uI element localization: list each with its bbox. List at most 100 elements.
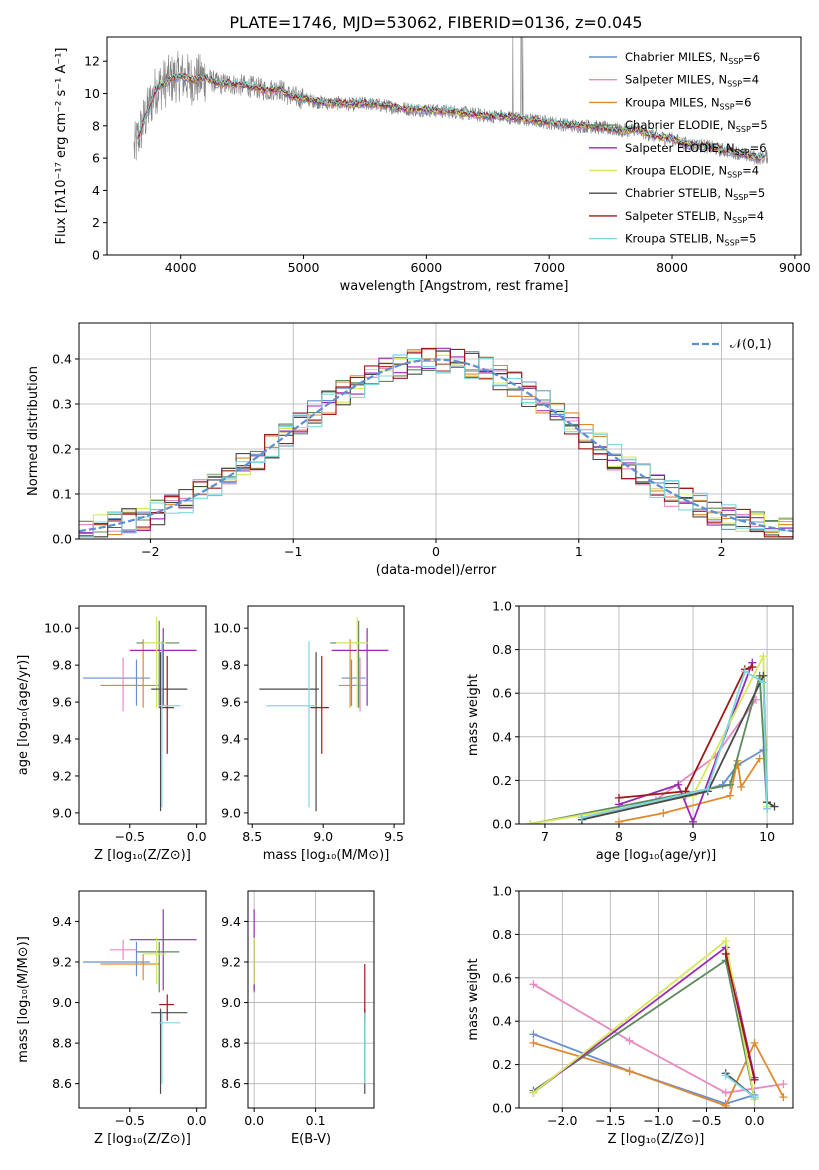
plus-marker [614, 817, 623, 824]
y-tick-label: 9.0 [52, 995, 72, 1010]
plus-marker [750, 1075, 759, 1084]
plus-marker [770, 802, 779, 811]
x-tick-label: −0.5 [115, 1113, 145, 1128]
y-tick-label: 9.2 [221, 768, 241, 783]
y-tick-label: 0.3 [52, 397, 72, 412]
y-tick-label: 0.4 [492, 1014, 512, 1029]
x-axis-label: mass [log₁₀(M/M⊙)] [263, 848, 390, 863]
residual-histogram [79, 347, 793, 538]
x-axis-label: (data-model)/error [376, 563, 497, 578]
plus-marker [529, 1038, 538, 1047]
y-tick-label: 6 [92, 151, 100, 166]
plus-marker [689, 817, 698, 824]
plus-marker [674, 780, 683, 789]
x-axis-label: Z [log₁₀(Z/Z⊙)] [94, 1132, 191, 1147]
x-axis-label: wavelength [Angstrom, rest frame] [340, 279, 569, 294]
x-tick-label: 8000 [656, 260, 688, 275]
x-tick-label: 1 [575, 544, 583, 559]
mass-weight-line [618, 758, 761, 823]
legend-entry: Kroupa MILES, NSSP=6 [625, 95, 751, 111]
errorbar-point [136, 941, 180, 993]
plot-area [253, 909, 366, 1094]
x-tick-label: −1.5 [595, 1113, 625, 1128]
x-tick-label: −0.5 [115, 829, 145, 844]
y-axis-label: Flux [fλ10⁻¹⁷ erg cm⁻² s⁻¹ A⁻¹] [54, 48, 69, 245]
y-tick-label: 10.0 [44, 621, 72, 636]
errorbar-point [331, 628, 389, 706]
axes-frame [247, 605, 405, 825]
legend-entry: Kroupa STELIB, NSSP=5 [625, 232, 756, 248]
plus-marker [779, 1080, 788, 1089]
errorbar-point [109, 939, 137, 960]
y-tick-label: 9.6 [52, 695, 72, 710]
mass-weight-line [529, 675, 768, 824]
plot-area [79, 347, 793, 538]
plot-area [83, 617, 197, 812]
y-tick-label: 9.2 [52, 954, 72, 969]
errorbar-point [129, 909, 197, 991]
plus-marker [625, 1067, 634, 1076]
y-tick-label: 0.6 [492, 686, 512, 701]
plus-marker [721, 949, 730, 958]
errorbar-point [83, 659, 150, 706]
y-tick-label: 1.0 [492, 599, 512, 614]
x-axis-label: Z [log₁₀(Z/Z⊙)] [608, 1132, 705, 1147]
spectrum-title: PLATE=1746, MJD=53062, FIBERID=0136, z=0… [229, 13, 642, 32]
plus-marker [779, 1093, 788, 1102]
y-axis-label: Normed distribution [26, 366, 41, 496]
mass-weight-line [532, 958, 756, 1100]
x-tick-label: 0.0 [745, 1113, 765, 1128]
axes-frame [518, 890, 794, 1109]
errorbar-point [159, 641, 181, 808]
y-tick-label: 9.0 [221, 805, 241, 820]
y-tick-label: 0.2 [492, 773, 512, 788]
legend-entry: 𝒩(0,1) [730, 336, 772, 351]
plot-area [83, 909, 197, 1094]
legend-entry: Salpeter STELIB, NSSP=4 [625, 209, 764, 225]
axes-frame [78, 605, 207, 825]
errorbar-point [143, 937, 166, 985]
x-tick-label: 5000 [288, 260, 320, 275]
y-tick-label: 9.8 [221, 658, 241, 673]
plus-marker [659, 809, 668, 818]
plus-marker [721, 936, 730, 945]
mass-weight-line [618, 666, 753, 799]
age-vs-metallicity-panel: −0.5 0.0 9.0 9.2 9.4 9.6 9.8 10.0 Z [log₁₀(Z/Z⊙)… [16, 605, 207, 863]
plus-marker [718, 780, 727, 789]
y-tick-label: 9.0 [52, 805, 72, 820]
model-spectrum-line [137, 71, 765, 160]
x-tick-label: 0.1 [306, 1113, 326, 1128]
plot-area [259, 617, 389, 812]
mass-weight-vs-metallicity-panel: −2.0 −1.5 −1.0 −0.5 0.0 0.0 0.2 0.4 0.6 0.8 1.0 Z [… [466, 884, 794, 1147]
plus-marker [529, 1030, 538, 1039]
spectrum-panel: 4000 5000 6000 7000 8000 9000 0 2 4 6 8 10 12 wavelen… [54, 36, 811, 294]
x-tick-label: 8 [615, 829, 623, 844]
mass-weight-line [532, 945, 756, 1094]
errorbar-point [129, 628, 197, 706]
x-tick-label: 9.5 [384, 829, 404, 844]
grid-lines [248, 891, 374, 1108]
axes-frame [106, 36, 802, 256]
axes-frame [78, 890, 207, 1109]
legend-entry: Chabrier MILES, NSSP=6 [625, 50, 760, 66]
y-tick-label: 12 [84, 54, 100, 69]
errorbar-point [352, 657, 368, 712]
plus-marker [529, 980, 538, 989]
plus-marker [750, 1093, 759, 1102]
y-tick-label: 0.4 [492, 729, 512, 744]
y-tick-label: 10 [84, 86, 100, 101]
x-tick-label: 8.5 [242, 829, 262, 844]
plot-area [133, 37, 769, 165]
residual-histogram [79, 354, 793, 538]
plus-marker [726, 791, 735, 800]
plus-marker [625, 1036, 634, 1045]
y-tick-label: 0.0 [492, 1101, 512, 1116]
plus-marker [721, 1071, 730, 1080]
plot-area [526, 652, 779, 824]
y-tick-label: 0.6 [492, 970, 512, 985]
axes-frame [518, 605, 794, 825]
x-tick-label: 0.0 [187, 829, 207, 844]
y-axis-label: age [log₁₀(age/yr)] [16, 655, 31, 776]
y-tick-label: 9.8 [52, 658, 72, 673]
